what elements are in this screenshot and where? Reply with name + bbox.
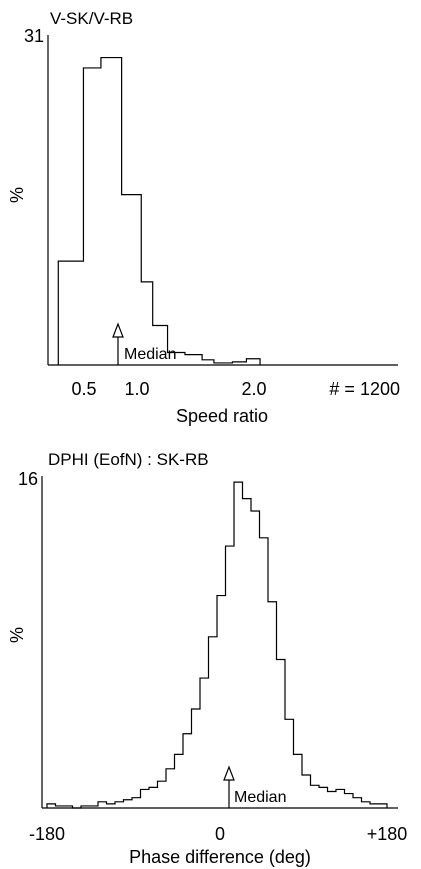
histogram-bar [183, 734, 192, 808]
histogram-bar [81, 806, 90, 808]
x-tick-label: 0.5 [71, 379, 96, 399]
median-marker: Median [223, 765, 286, 808]
histogram-bar [115, 802, 124, 808]
x-tick-label: -180 [29, 824, 65, 844]
histogram-bar [232, 362, 246, 365]
histogram-bar [141, 789, 150, 808]
histogram-bar [370, 804, 379, 808]
x-tick-label: 2.0 [241, 379, 266, 399]
histogram-bins [58, 58, 260, 365]
histogram-bar [64, 806, 73, 808]
histogram-bar [83, 68, 100, 365]
chart-title: DPHI (EofN) : SK-RB [48, 450, 209, 469]
median-label: Median [234, 789, 286, 806]
y-tick-label: 16 [18, 469, 38, 489]
median-label: Median [124, 346, 176, 363]
histogram-bar [214, 363, 233, 365]
histogram-bar [98, 802, 107, 808]
chart-title: V-SK/V-RB [50, 9, 133, 28]
histogram-bar [192, 709, 201, 808]
histogram-bar [209, 637, 218, 808]
histogram-bar [251, 511, 260, 808]
histogram-bar [107, 804, 116, 808]
histogram-bar [132, 798, 141, 808]
histogram-bar [90, 806, 99, 808]
x-tick-label: 0 [215, 824, 225, 844]
x-axis-label: Phase difference (deg) [129, 847, 311, 867]
histogram-bar [202, 360, 214, 365]
histogram-bar [166, 769, 175, 808]
histogram-bar [379, 804, 388, 808]
histogram-bar [149, 787, 158, 808]
histogram-bar [243, 499, 252, 808]
histogram-bar [124, 800, 133, 808]
histogram-bar [328, 792, 337, 809]
histogram-bar [58, 261, 83, 365]
histogram-bar [122, 195, 142, 365]
histogram-bar [175, 754, 184, 808]
y-axis-label: % [7, 627, 27, 643]
histogram-bar [185, 355, 202, 365]
histogram-bar [217, 596, 226, 808]
x-axis-label: Speed ratio [176, 406, 268, 426]
histogram-bar [101, 58, 122, 365]
y-tick-label: 31 [24, 26, 44, 46]
histogram-bar [353, 798, 362, 808]
histogram-bins [47, 482, 387, 808]
histogram-bar [336, 789, 345, 808]
histogram-bar [294, 754, 303, 808]
chart-speed-ratio: V-SK/V-RB 31 % Median 0.5 1.0 2.0 # = 12… [7, 9, 400, 426]
median-marker: Median [112, 322, 176, 365]
x-tick-label: 1.0 [124, 379, 149, 399]
histogram-bar [311, 785, 320, 808]
x-tick-label: +180 [367, 824, 408, 844]
histogram-bar [246, 359, 260, 365]
histogram-bar [302, 775, 311, 808]
histogram-bar [158, 781, 167, 808]
histogram-outline [46, 481, 388, 809]
histogram-bar [319, 787, 328, 808]
y-axis-label: % [7, 187, 27, 203]
histogram-bar [47, 804, 56, 808]
count-label: # = 1200 [329, 379, 400, 399]
histogram-bar [277, 660, 286, 809]
histogram-bar [260, 538, 269, 808]
chart-phase-difference: DPHI (EofN) : SK-RB 16 % Median -180 0 +… [7, 450, 407, 867]
histogram-bar [345, 794, 354, 808]
histogram-bar [56, 806, 65, 808]
histogram-outline [57, 56, 261, 365]
histogram-bar [234, 482, 243, 808]
histogram-bar [362, 802, 371, 808]
histogram-bar [200, 678, 209, 808]
median-arrow-icon [223, 765, 235, 781]
histogram-bar [268, 602, 277, 808]
median-arrow-icon [112, 322, 124, 338]
